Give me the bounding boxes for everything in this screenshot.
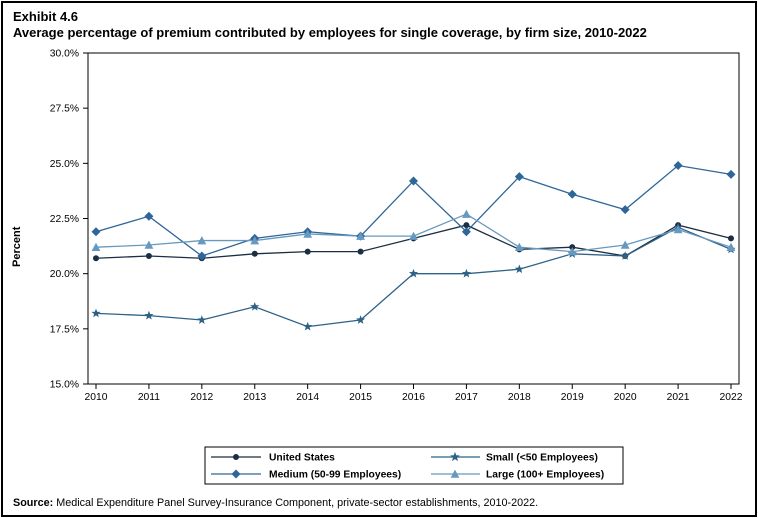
svg-text:Large (100+ Employees): Large (100+ Employees) bbox=[486, 470, 604, 481]
svg-text:15.0%: 15.0% bbox=[50, 380, 79, 391]
svg-text:22.5%: 22.5% bbox=[50, 214, 79, 225]
svg-text:25.0%: 25.0% bbox=[50, 159, 79, 170]
svg-text:17.5%: 17.5% bbox=[50, 324, 79, 335]
svg-text:2022: 2022 bbox=[720, 392, 743, 403]
svg-text:2016: 2016 bbox=[402, 392, 425, 403]
svg-text:2019: 2019 bbox=[561, 392, 584, 403]
svg-text:2017: 2017 bbox=[455, 392, 478, 403]
svg-text:2014: 2014 bbox=[296, 392, 319, 403]
svg-text:Small (<50 Employees): Small (<50 Employees) bbox=[486, 453, 598, 464]
svg-text:2013: 2013 bbox=[243, 392, 266, 403]
svg-text:Medium (50-99 Employees): Medium (50-99 Employees) bbox=[269, 470, 401, 481]
svg-text:27.5%: 27.5% bbox=[50, 104, 79, 115]
svg-text:2021: 2021 bbox=[667, 392, 690, 403]
svg-text:30.0%: 30.0% bbox=[50, 49, 79, 60]
svg-text:2011: 2011 bbox=[138, 392, 160, 403]
svg-text:2020: 2020 bbox=[614, 392, 637, 403]
svg-text:2012: 2012 bbox=[190, 392, 213, 403]
svg-text:2018: 2018 bbox=[508, 392, 531, 403]
svg-text:2010: 2010 bbox=[85, 392, 108, 403]
svg-text:United States: United States bbox=[269, 453, 335, 464]
svg-text:2015: 2015 bbox=[349, 392, 372, 403]
svg-text:20.0%: 20.0% bbox=[50, 269, 79, 280]
